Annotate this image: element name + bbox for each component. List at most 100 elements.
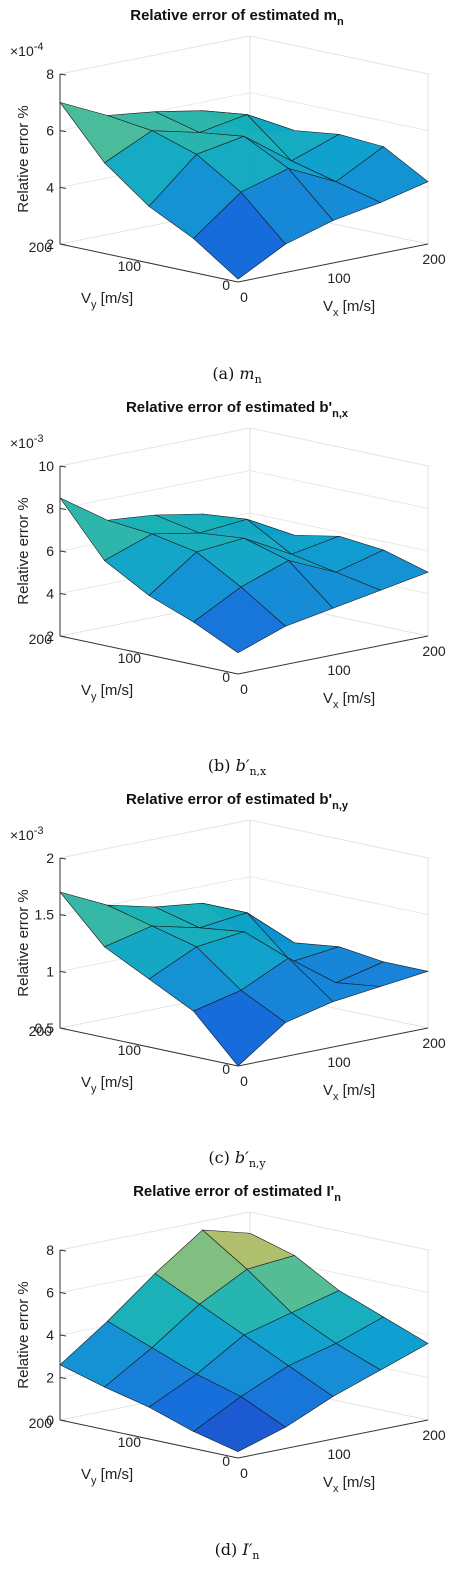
x-axis-line bbox=[237, 243, 429, 283]
z-tick-label: 6 bbox=[46, 543, 54, 559]
title-subscript: n,x bbox=[332, 408, 349, 420]
z-tick-mark bbox=[59, 1334, 67, 1337]
y-tick-label: 100 bbox=[118, 1042, 142, 1058]
z-gridline bbox=[59, 470, 429, 509]
y-label-main: V bbox=[81, 1466, 91, 1483]
caption-a: (a) mn bbox=[0, 364, 474, 386]
caption-symbol: I bbox=[242, 1540, 249, 1559]
caption-symbol: b bbox=[234, 1148, 246, 1167]
y-tick-label: 200 bbox=[29, 1023, 53, 1039]
caption-prefix: (c) bbox=[208, 1148, 235, 1167]
z-tick-label: 4 bbox=[46, 179, 54, 195]
z-tick-label: 6 bbox=[46, 123, 54, 139]
caption-subscript: n bbox=[252, 1549, 260, 1563]
z-axis-label: Relative error % bbox=[15, 105, 32, 213]
title-main: Relative error of estimated m bbox=[130, 7, 337, 24]
y-label-unit: [m/s] bbox=[97, 682, 134, 699]
y-label-unit: [m/s] bbox=[97, 290, 134, 307]
chart-title: Relative error of estimated I'n bbox=[133, 1183, 341, 1204]
z-axis-label: Relative error % bbox=[15, 497, 32, 605]
x-tick-label: 100 bbox=[327, 1446, 351, 1462]
caption-symbol: m bbox=[239, 364, 255, 383]
x-tick-label: 100 bbox=[327, 662, 351, 678]
z-tick-label: 4 bbox=[46, 586, 54, 602]
exponent-power: -3 bbox=[34, 825, 44, 837]
y-tick-label: 100 bbox=[118, 1434, 142, 1450]
caption-d: (d) I′n bbox=[0, 1540, 474, 1562]
y-tick-label: 0 bbox=[222, 1453, 230, 1469]
x-axis-line bbox=[237, 1027, 429, 1067]
title-subscript: n bbox=[334, 1192, 341, 1204]
x-axis-label: Vx [m/s] bbox=[323, 1474, 375, 1495]
x-axis-label: Vx [m/s] bbox=[323, 298, 375, 319]
z-tick-label: 8 bbox=[46, 66, 54, 82]
y-tick-label: 0 bbox=[222, 1061, 230, 1077]
x-label-unit: [m/s] bbox=[339, 690, 376, 707]
y-tick-label: 200 bbox=[29, 239, 53, 255]
y-label-main: V bbox=[81, 682, 91, 699]
title-main: Relative error of estimated b' bbox=[126, 399, 332, 416]
caption-c: (c) b′n,y bbox=[0, 1148, 474, 1170]
y-axis-label: Vy [m/s] bbox=[81, 682, 133, 703]
x-axis-line bbox=[237, 635, 429, 675]
y-label-sub: y bbox=[91, 691, 97, 703]
x-label-main: V bbox=[323, 298, 333, 315]
chart-panel-c: 2 1.5 1 0.5 200 100 0 0 100 200 ×10-3 Relative erro… bbox=[0, 784, 474, 1176]
y-tick-label: 200 bbox=[29, 631, 53, 647]
z-tick-mark bbox=[59, 465, 67, 468]
z-exponent-label: ×10-3 bbox=[10, 825, 44, 843]
x-tick-label: 0 bbox=[240, 1073, 248, 1089]
y-axis-line bbox=[59, 635, 239, 675]
surface-patch bbox=[193, 989, 286, 1067]
x-label-unit: [m/s] bbox=[339, 1082, 376, 1099]
x-tick-label: 0 bbox=[240, 289, 248, 305]
y-tick-label: 200 bbox=[29, 1415, 53, 1431]
x-axis-label: Vx [m/s] bbox=[323, 1082, 375, 1103]
title-subscript: n bbox=[337, 16, 344, 28]
z-tick-label: 0 bbox=[46, 1412, 54, 1428]
y-axis-label: Vy [m/s] bbox=[81, 1074, 133, 1095]
title-main: Relative error of estimated b' bbox=[126, 791, 332, 808]
x-axis-label: Vx [m/s] bbox=[323, 690, 375, 711]
z-tick-mark bbox=[59, 1249, 67, 1252]
x-tick-label: 200 bbox=[422, 1035, 446, 1051]
y-tick-label: 0 bbox=[222, 277, 230, 293]
z-tick-mark bbox=[59, 1419, 67, 1422]
y-tick-label: 100 bbox=[118, 258, 142, 274]
z-tick-mark bbox=[59, 243, 67, 246]
z-tick-mark bbox=[59, 857, 67, 860]
z-axis-label: Relative error % bbox=[15, 889, 32, 997]
z-tick-label: 2 bbox=[46, 850, 54, 866]
x-tick-label: 200 bbox=[422, 251, 446, 267]
z-gridline bbox=[59, 819, 429, 859]
z-gridline bbox=[59, 1211, 429, 1251]
z-gridline bbox=[59, 35, 429, 75]
caption-subscript: n,x bbox=[249, 765, 267, 779]
x-label-sub: x bbox=[333, 1091, 339, 1103]
z-gridline bbox=[59, 427, 429, 467]
title-main: Relative error of estimated I' bbox=[133, 1183, 334, 1200]
z-tick-mark bbox=[59, 186, 67, 189]
x-label-main: V bbox=[323, 1082, 333, 1099]
exponent-base: ×10 bbox=[10, 435, 34, 451]
x-label-sub: x bbox=[333, 699, 339, 711]
chart-title: Relative error of estimated b'n,x bbox=[126, 399, 349, 420]
z-tick-label: 1 bbox=[46, 963, 54, 979]
y-axis-line bbox=[59, 1027, 239, 1067]
chart-panel-b: 10 8 6 4 2 200 100 0 0 100 200 ×10-3 Relative error … bbox=[0, 392, 474, 784]
surface-patch bbox=[192, 1396, 287, 1452]
caption-prime: ′ bbox=[248, 1540, 253, 1559]
y-label-sub: y bbox=[91, 299, 97, 311]
exponent-power: -4 bbox=[34, 41, 44, 53]
x-tick-label: 0 bbox=[240, 1465, 248, 1481]
z-tick-label: 10 bbox=[38, 458, 54, 474]
x-tick-label: 100 bbox=[327, 1054, 351, 1070]
chart-panel-a: 8 6 4 2 200 100 0 0 100 200 ×10-4 Relative error % V… bbox=[0, 0, 474, 392]
chart-panel-d: 8 6 4 2 0 200 100 0 0 100 200 Relative error % Vy [m… bbox=[0, 1176, 474, 1569]
caption-prime: ′ bbox=[245, 756, 250, 775]
chart-title: Relative error of estimated b'n,y bbox=[126, 791, 349, 812]
z-tick-mark bbox=[59, 550, 67, 553]
